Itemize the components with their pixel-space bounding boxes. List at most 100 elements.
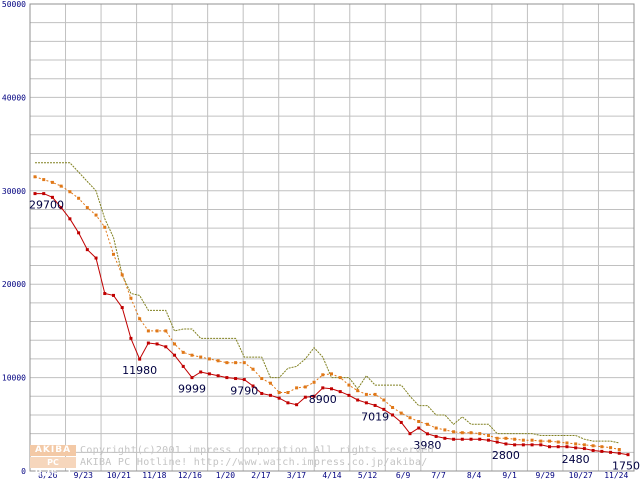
series-average-point <box>425 422 429 426</box>
series-low-point <box>556 445 560 449</box>
data-label: 9790 <box>230 385 258 398</box>
series-average-point <box>356 389 360 393</box>
series-low-point <box>600 449 604 453</box>
series-average-point <box>42 178 46 182</box>
data-label: 8900 <box>309 393 337 406</box>
series-low-point <box>591 448 595 452</box>
chart-axes <box>29 3 635 472</box>
series-low-point <box>338 390 342 394</box>
chart-grid <box>29 3 635 472</box>
series-low-point <box>94 256 98 260</box>
series-average-point <box>460 431 464 435</box>
series-low-point <box>408 432 412 436</box>
series-average-point <box>251 367 255 371</box>
series-low-point <box>486 438 490 442</box>
series-average-point <box>469 431 473 435</box>
series-low-point <box>504 442 508 446</box>
series-average-point <box>609 446 613 450</box>
series-low-point <box>268 393 272 397</box>
series-low-point <box>391 413 395 417</box>
x-tick-label: 5/12 <box>358 471 377 480</box>
series-average-point <box>242 361 246 365</box>
series-average-point <box>216 359 220 363</box>
series-low-point <box>173 353 177 357</box>
series-average-point <box>565 441 569 445</box>
series-low-point <box>565 445 569 449</box>
y-tick-label: 10000 <box>2 374 26 383</box>
series-low-point <box>260 391 264 395</box>
series-low-point <box>460 437 464 441</box>
series-average-point <box>207 357 211 361</box>
series-average-point <box>164 329 168 333</box>
series-average-point <box>391 405 395 409</box>
series-low-point <box>539 443 543 447</box>
series-average-point <box>85 206 89 210</box>
series-low-point <box>68 217 72 221</box>
series-low-point <box>181 364 185 368</box>
series-low-point <box>330 387 333 391</box>
series-low-point <box>129 336 133 340</box>
series-average-point <box>234 361 238 365</box>
series-average-point <box>268 381 272 385</box>
y-tick-label: 20000 <box>2 280 26 289</box>
site-url-watermark: AKIBA PC Hotline! http://www.watch.impre… <box>80 457 428 468</box>
series-low-point <box>242 378 246 382</box>
series-low-point <box>452 437 456 441</box>
series-average-point <box>33 175 37 179</box>
data-label: 29700 <box>29 199 64 212</box>
series-low-point <box>574 446 578 450</box>
series-low-point <box>434 434 438 438</box>
series-low-point <box>382 407 386 411</box>
y-tick-label: 0 <box>21 467 26 476</box>
series-low-point <box>303 395 307 399</box>
series-low-point <box>417 426 421 430</box>
series-average-point <box>452 430 456 434</box>
series-low-point <box>321 386 325 390</box>
y-tick-label: 50000 <box>2 0 26 9</box>
data-label: 7019 <box>361 410 389 423</box>
series-low-point <box>155 342 159 346</box>
series-average-point <box>574 442 578 446</box>
series-low-point <box>443 436 447 440</box>
series-average-line <box>34 176 620 450</box>
x-tick-label: 11/18 <box>142 471 166 480</box>
series-low-point <box>207 372 211 376</box>
series-low-point <box>277 396 281 400</box>
y-axis-ticks: 0 10000 20000 30000 40000 50000 <box>2 0 26 476</box>
series-low-point <box>234 377 238 381</box>
series-low-point <box>478 437 482 441</box>
x-tick-label: 9/23 <box>74 471 93 480</box>
series-average-point <box>77 196 81 200</box>
series-low-point <box>295 403 299 407</box>
series-average-point <box>478 432 482 436</box>
series-low-point <box>138 357 142 361</box>
series-low-point <box>495 440 499 444</box>
data-label: 9999 <box>178 383 206 396</box>
copyright-watermark: Copyright(c)2001 impress corporation All… <box>80 445 434 456</box>
y-tick-label: 40000 <box>2 93 26 102</box>
y-tick-label: 30000 <box>2 187 26 196</box>
series-low-point <box>42 192 46 196</box>
series-low-point <box>626 453 630 457</box>
series-average-point <box>303 385 307 389</box>
x-tick-label: 9/1 <box>502 471 517 480</box>
series-average-point <box>155 329 159 333</box>
series-average-point <box>68 190 72 194</box>
x-tick-label: 8/26 <box>38 471 57 480</box>
series-low-point <box>513 443 517 447</box>
series-low-point <box>286 401 290 405</box>
x-tick-label: 12/16 <box>178 471 202 480</box>
series-average-point <box>582 443 586 447</box>
series-low-point <box>50 195 54 199</box>
series-average-point <box>399 411 403 415</box>
data-labels: 29700 11980 9999 9790 8900 7019 3980 2800 2480 17… <box>29 199 640 473</box>
series-average-point <box>277 391 281 395</box>
series-average-point <box>347 383 351 387</box>
series-average-point <box>382 398 386 402</box>
series-average-point <box>443 428 447 432</box>
series-low-point <box>190 376 194 380</box>
series-low-point <box>251 384 255 388</box>
series-average-point <box>548 439 552 443</box>
series-low-point <box>347 393 351 397</box>
